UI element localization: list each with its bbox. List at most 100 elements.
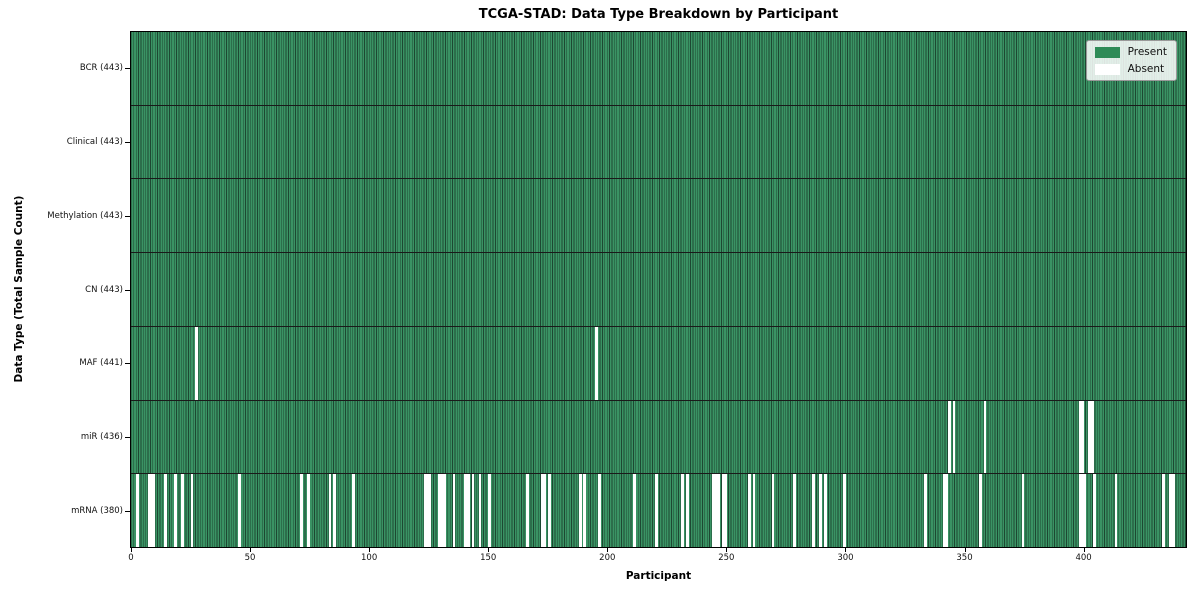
absent-cell xyxy=(428,474,432,548)
absent-cell xyxy=(752,474,756,548)
absent-cell xyxy=(1090,400,1094,474)
absent-cell xyxy=(307,474,311,548)
x-tick-mark xyxy=(131,548,132,552)
absent-cell xyxy=(173,474,177,548)
legend-present-label: Present xyxy=(1127,46,1167,58)
absent-cell xyxy=(578,474,582,548)
y-tick-label-maf: MAF (441) xyxy=(79,358,123,369)
absent-cell xyxy=(1171,474,1175,548)
absent-cell xyxy=(793,474,796,548)
y-tick-label-cn: CN (443) xyxy=(85,284,123,295)
absent-cell xyxy=(478,474,482,548)
x-tick-mark xyxy=(607,548,609,552)
heatmap-row-methylation xyxy=(131,179,1186,254)
absent-cell xyxy=(164,474,168,548)
legend-absent-label: Absent xyxy=(1127,63,1165,75)
y-tick-label-bcr: BCR (443) xyxy=(79,62,123,73)
absent-cell xyxy=(190,474,194,548)
y-tick-mark xyxy=(125,363,130,365)
x-tick-label-250: 250 xyxy=(718,553,735,563)
absent-cell xyxy=(597,474,601,548)
absent-cell xyxy=(747,474,751,548)
y-tick-label-methylation: Methylation (443) xyxy=(47,210,123,221)
x-tick-label-300: 300 xyxy=(837,553,854,563)
absent-cell xyxy=(488,474,492,548)
absent-cell xyxy=(152,474,156,548)
absent-cell xyxy=(423,474,427,548)
absent-cell xyxy=(195,326,199,400)
x-tick-label-100: 100 xyxy=(361,553,378,563)
absent-cell xyxy=(442,474,446,548)
absent-cell xyxy=(1083,474,1087,548)
absent-cell xyxy=(978,474,982,548)
heatmap-row-mir xyxy=(131,400,1186,475)
legend-item-absent: Absent xyxy=(1094,63,1167,75)
heatmap-row-cn xyxy=(131,253,1186,327)
absent-cell xyxy=(721,474,725,548)
absent-cell xyxy=(824,474,827,548)
absent-cell xyxy=(812,474,815,548)
heatmap-row-maf xyxy=(131,326,1186,401)
y-tick-label-clinical: Clinical (443) xyxy=(66,136,123,147)
x-tick-label-400: 400 xyxy=(1075,553,1092,563)
heatmap-row-clinical xyxy=(131,105,1186,180)
y-tick-mark xyxy=(125,511,130,513)
chart-title: TCGA-STAD: Data Type Breakdown by Partic… xyxy=(478,7,839,22)
x-axis-label: Participant xyxy=(625,570,692,582)
x-tick-mark xyxy=(845,548,847,552)
absent-cell xyxy=(714,474,718,548)
absent-cell xyxy=(547,474,551,548)
legend-item-present: Present xyxy=(1094,46,1167,58)
x-tick-mark xyxy=(1083,548,1085,552)
absent-cell xyxy=(1078,400,1082,474)
absent-cell xyxy=(947,400,951,474)
absent-cell xyxy=(924,474,927,548)
absent-cell xyxy=(633,474,637,548)
absent-cell xyxy=(238,474,241,548)
absent-cell xyxy=(1021,474,1025,548)
absent-cell xyxy=(1078,474,1082,548)
absent-cell xyxy=(333,474,337,548)
legend-absent-swatch xyxy=(1094,63,1120,75)
y-tick-mark xyxy=(125,141,130,143)
absent-cell xyxy=(452,474,456,548)
absent-cell xyxy=(464,474,468,548)
y-tick-mark xyxy=(125,67,130,69)
heatmap-row-mrna xyxy=(131,474,1186,548)
absent-cell xyxy=(771,474,775,548)
absent-cell xyxy=(983,400,987,474)
absent-cell xyxy=(300,474,303,548)
absent-cell xyxy=(426,474,430,548)
x-tick-label-0: 0 xyxy=(128,553,134,563)
absent-cell xyxy=(952,400,956,474)
x-tick-mark xyxy=(369,548,371,552)
absent-cell xyxy=(1081,400,1084,474)
absent-cell xyxy=(654,474,658,548)
x-tick-mark xyxy=(964,548,966,552)
absent-cell xyxy=(1169,474,1173,548)
x-tick-label-50: 50 xyxy=(244,553,256,563)
y-tick-mark xyxy=(125,437,130,439)
absent-cell xyxy=(1081,474,1084,548)
absent-cell xyxy=(685,474,689,548)
x-tick-label-200: 200 xyxy=(599,553,616,563)
absent-cell xyxy=(181,474,184,548)
absent-cell xyxy=(716,474,720,548)
absent-cell xyxy=(595,326,599,400)
absent-cell xyxy=(1093,474,1096,548)
absent-cell xyxy=(150,474,153,548)
x-tick-label-350: 350 xyxy=(956,553,973,563)
absent-cell xyxy=(1162,474,1165,548)
absent-cell xyxy=(542,474,546,548)
absent-cell xyxy=(1088,400,1092,474)
x-tick-label-150: 150 xyxy=(480,553,497,563)
absent-cell xyxy=(440,474,444,548)
y-tick-mark xyxy=(125,289,130,291)
absent-cell xyxy=(723,474,727,548)
y-tick-label-mrna: mRNA (380) xyxy=(71,506,123,517)
y-tick-label-mir: miR (436) xyxy=(80,432,123,443)
x-tick-mark xyxy=(250,548,252,552)
absent-cell xyxy=(943,474,946,548)
absent-cell xyxy=(135,474,139,548)
